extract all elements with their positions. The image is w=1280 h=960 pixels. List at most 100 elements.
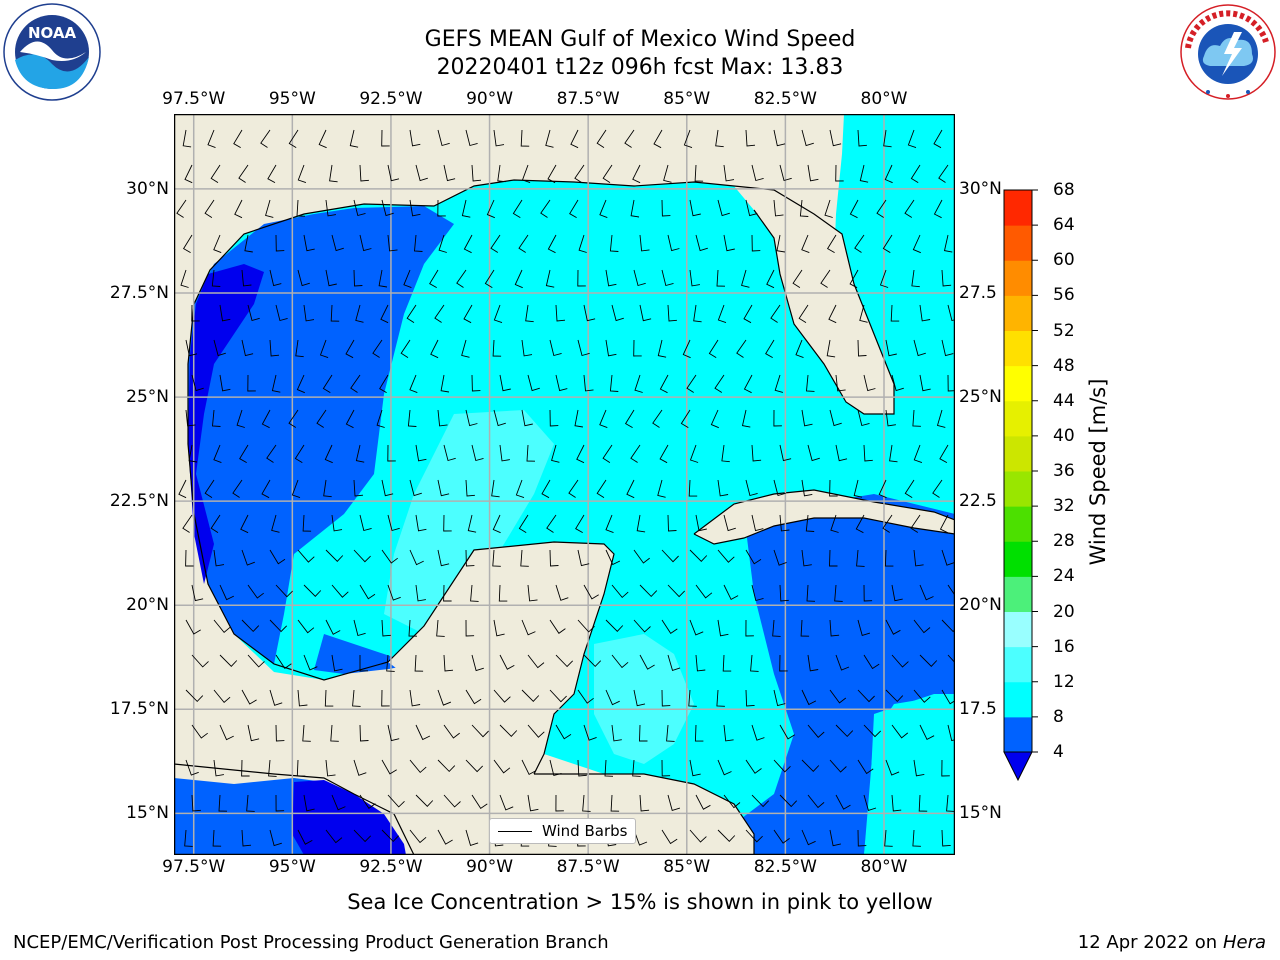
wind-barb [941,759,950,777]
wind-barb [941,619,955,633]
wind-barb [345,409,355,429]
wind-barb [751,444,762,462]
wind-barb [467,514,477,533]
wind-barb [491,479,500,498]
nws-logo [1178,2,1278,102]
wind-barb [325,759,336,777]
wind-barb [493,409,506,427]
wind-barb [745,619,754,637]
lon-tick-label: 95°W [268,857,316,877]
wind-barb [240,514,249,534]
wind-barb [661,829,678,845]
wind-barb [465,689,482,705]
east-cyan-region [864,694,955,855]
wind-barb [857,339,867,357]
wind-barb [324,689,334,707]
lon-tick-label: 85°W [663,857,711,877]
lon-tick-label: 87.5°W [556,857,620,877]
wind-barb [443,444,456,462]
wind-barb [689,619,704,636]
wind-barb [570,129,579,149]
wind-barb [381,549,398,564]
wind-barb [745,549,762,565]
wind-barb [549,409,559,427]
wind-barb [710,409,719,429]
chart-title-line2: 20220401 t12z 096h fcst Max: 13.83 [436,55,844,80]
wind-barb [653,129,663,149]
colorbar-label: Wind Speed [m/s] [1086,378,1110,566]
wind-barb [414,654,424,672]
wind-barb [180,269,189,288]
lon-tick-label: 80°W [860,857,908,877]
wind-barb [938,164,949,183]
wind-barb [773,409,782,427]
wind-barb [891,584,903,602]
wind-barb [471,654,484,672]
wind-barb [409,549,424,566]
wind-barb [191,304,200,322]
wind-barb [387,584,401,601]
wind-barb [330,304,340,322]
wind-barb [443,724,460,739]
wind-barb [492,514,501,534]
wind-barb [765,339,775,358]
wind-barb [604,759,614,777]
colorbar-segment [1004,225,1032,261]
colorbar-segment [1004,471,1032,507]
wind-barb [891,794,902,812]
wind-barb [555,794,564,812]
colorbar-segment [1004,400,1032,437]
wind-barb [359,234,372,252]
wind-barb [471,794,488,810]
footer-host: Hera [1222,932,1266,953]
wind-barb [241,759,250,777]
wind-barb [857,829,867,847]
wind-barb [941,829,951,847]
wind-barb [828,304,837,324]
wind-barb [659,444,669,464]
wind-barb [353,549,371,563]
wind-barb [265,199,274,218]
wind-barb [212,409,221,427]
wind-barb [437,829,453,845]
wind-barb [680,409,691,428]
wind-barb [219,724,234,741]
wind-barb [667,234,680,252]
wind-barb [829,619,840,637]
lat-tick-label: 25°N [959,387,1002,408]
wind-barb [437,549,450,567]
wind-barb [632,164,641,184]
wind-barb [267,164,277,183]
wind-barb [807,164,819,182]
wind-barb [381,829,400,843]
wind-barb [349,129,359,148]
wind-barb [241,829,252,847]
wind-barb [885,339,897,357]
wind-barb [322,374,333,393]
wind-barb [437,479,450,497]
wind-barb [689,444,699,463]
lon-tick-label: 90°W [466,89,514,109]
wind-barb [204,479,215,498]
wind-barb [437,409,448,427]
lat-tick-label: 22.5°N [109,491,169,512]
wind-barb [943,234,953,253]
colorbar-under-triangle [1003,751,1033,782]
wind-barb [913,689,931,703]
wind-barb [890,304,900,322]
wind-barb [381,199,394,217]
wind-barb [330,724,339,742]
wind-barb [941,269,952,287]
wind-barb [207,129,216,149]
wind-barb [751,724,765,741]
lat-tick-label: 25°N [126,387,169,408]
wind-barb [717,549,735,563]
wind-barb [521,759,537,776]
wind-barb [583,654,602,668]
wind-barb [932,479,943,498]
wind-barb [605,619,624,632]
wind-barb [741,269,750,288]
wind-barb [316,409,327,428]
wind-barb [736,339,747,358]
wind-barb [527,374,540,392]
